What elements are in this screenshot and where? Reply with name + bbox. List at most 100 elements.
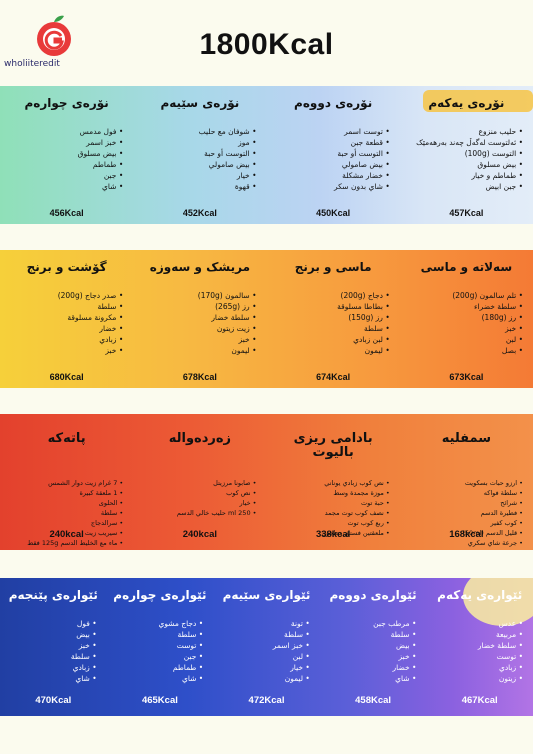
logo-text: wholiiteredit <box>4 59 60 69</box>
meal-title: گۆشت و برنج <box>26 260 107 274</box>
meal-title: ئێوارەی دووەم <box>329 588 417 602</box>
meal-item: خبز <box>406 323 523 334</box>
meal-card: ئێوارەی یەکەم عدس مربيعة سلطة خضار توست … <box>426 578 533 716</box>
meal-item: نص كوب زبادي يوناني <box>273 478 390 488</box>
meal-item: شاي <box>326 673 417 684</box>
meal-card: پاتەکە 7 غرام زيت دوار الشمس 1 ملعقة كبي… <box>0 414 133 550</box>
meal-item: خبز <box>139 334 256 345</box>
meal-item: التوست أو حبة <box>273 148 390 159</box>
meal-card: زەردەواڵە صابونا مرزيتل نص كوب خيار 250 … <box>133 414 266 550</box>
meal-kcal: 452Kcal <box>182 208 217 218</box>
meal-item: سرالدجاج <box>6 518 123 528</box>
lunch-section: سەلاتە و ماسی تلم سالمون (200g) سلطة خضر… <box>0 250 533 388</box>
meal-title: زەردەواڵە <box>168 432 232 446</box>
meal-item: شاي <box>6 673 97 684</box>
meal-card: گۆشت و برنج صدر دجاج (200g) سلطة مكرونة … <box>0 250 133 388</box>
meal-item: خضار <box>6 323 123 334</box>
dinner-section: ئێوارەی یەکەم عدس مربيعة سلطة خضار توست … <box>0 578 533 716</box>
meal-item: بيض صامولي <box>139 159 256 170</box>
meal-item: شاي بدون سكر <box>273 181 390 192</box>
meal-card: مریشک و سەوزە سالمون (170g) رز (265g) سل… <box>133 250 266 388</box>
meal-card: ئێوارەی چوارەم دجاج مشوي سلطة توست جبن ط… <box>107 578 214 716</box>
meal-item: 250 ml حليب خالي الدسم <box>139 508 256 518</box>
meal-kcal: 457Kcal <box>449 208 484 218</box>
meal-item: تلم سالمون (200g) <box>406 290 523 301</box>
meal-item: حلیب منزوع <box>406 126 523 137</box>
meal-card: نۆرەی یەکەم حلیب منزوع ئەلتوست لەگەڵ چەن… <box>400 86 533 224</box>
meal-item: سلطة خضراء <box>406 301 523 312</box>
meal-kcal: 678Kcal <box>182 372 217 382</box>
meal-item: سلطة <box>326 629 417 640</box>
meal-item: دجاج (200g) <box>273 290 390 301</box>
meal-item: ملعقتين فستق مطحون <box>273 528 390 538</box>
meal-item: بيض مسلوق <box>6 148 123 159</box>
meal-item: زيتون <box>432 673 523 684</box>
meal-title: نۆرەی چوارەم <box>24 96 109 110</box>
meal-title: مریشک و سەوزە <box>149 260 250 274</box>
meal-item: سلطة خضار <box>139 312 256 323</box>
breakfast-section: نۆرەی یەکەم حلیب منزوع ئەلتوست لەگەڵ چەن… <box>0 86 533 224</box>
meal-item: ليمون <box>139 345 256 356</box>
meal-card: ئێوارەی سێیەم تونة سلطة خبز اسمر لبن خيا… <box>213 578 320 716</box>
meal-item: قليل الدسم (50ml) <box>406 528 523 538</box>
meal-item: توست اسمر <box>273 126 390 137</box>
meal-item: سلطة فواكه <box>406 488 523 498</box>
meal-kcal: 680Kcal <box>49 372 84 382</box>
meal-item: جبن <box>6 170 123 181</box>
meal-item: موزة مجمدة وسط <box>273 488 390 498</box>
meal-item: التوست (100g) <box>406 148 523 159</box>
meal-item: بطاطا مسلوقة <box>273 301 390 312</box>
meal-title: نۆرەی دووەم <box>294 96 373 110</box>
meal-kcal: 240kcal <box>49 529 84 540</box>
meal-card: نۆرەی دووەم توست اسمر قطعة جبن التوست أو… <box>267 86 400 224</box>
meal-item: شاي <box>6 181 123 192</box>
meal-card: ئێوارەی دووەم مرطب جبن سلطة بيض خبز خضار… <box>320 578 427 716</box>
meal-kcal: 674Kcal <box>316 372 351 382</box>
meal-item: ليمون <box>273 345 390 356</box>
meal-kcal: 450Kcal <box>316 208 351 218</box>
meal-kcal: 240kcal <box>182 529 218 540</box>
meal-item: سلطة <box>6 301 123 312</box>
meal-title: پاتەکە <box>47 432 86 446</box>
meal-item: زيت زيتون <box>139 323 256 334</box>
meal-item: نص كوب <box>139 488 256 498</box>
meal-kcal: 338kcal <box>315 529 351 540</box>
meal-item: ليمون <box>219 673 310 684</box>
meal-item: كوب كفير <box>406 518 523 528</box>
meal-item: طماطم و خیار <box>406 170 523 181</box>
meal-item: صابونا مرزيتل <box>139 478 256 488</box>
meal-item: بيض <box>6 629 97 640</box>
meal-title: نۆرەی سێیەم <box>160 96 240 110</box>
meal-item: صدر دجاج (200g) <box>6 290 123 301</box>
meal-item: رز (180g) <box>406 312 523 323</box>
meal-item: شوفان مع حليب <box>139 126 256 137</box>
meal-title: سمفلیە <box>441 432 492 446</box>
meal-title: بادامی ریزی بالیوت <box>293 432 373 460</box>
meal-item: قطعة جبن <box>273 137 390 148</box>
meal-card: ماسی و برنج دجاج (200g) بطاطا مسلوقة رز … <box>267 250 400 388</box>
meal-item: توست <box>113 640 204 651</box>
meal-item: خيار <box>139 170 256 181</box>
meal-item: خبز اسمر <box>219 640 310 651</box>
meal-item: موز <box>139 137 256 148</box>
meal-item: ارزو حبات بسكويت <box>406 478 523 488</box>
meal-item: شاي <box>113 673 204 684</box>
meal-item: قهوة <box>139 181 256 192</box>
meal-item: بيض صامولي <box>273 159 390 170</box>
meal-item: سلطة خضار <box>432 640 523 651</box>
meal-item: مربيعة <box>432 629 523 640</box>
meal-item: جبن ابیض <box>406 181 523 192</box>
meal-item: مرطب جبن <box>326 618 417 629</box>
meal-item: دجاج مشوي <box>113 618 204 629</box>
meal-title: سەلاتە و ماسی <box>420 260 513 274</box>
meal-item: جبن <box>113 651 204 662</box>
meal-item: بیض مسلوق <box>406 159 523 170</box>
meal-item: خضار <box>326 662 417 673</box>
meal-item: خبز <box>326 651 417 662</box>
meal-kcal: 456Kcal <box>49 208 84 218</box>
meal-item: سلطة <box>113 629 204 640</box>
meal-item: فول <box>6 618 97 629</box>
meal-item: سلطة <box>6 508 123 518</box>
meal-kcal: 470Kcal <box>35 695 72 706</box>
meal-item: مكرونة مسلوقة <box>6 312 123 323</box>
